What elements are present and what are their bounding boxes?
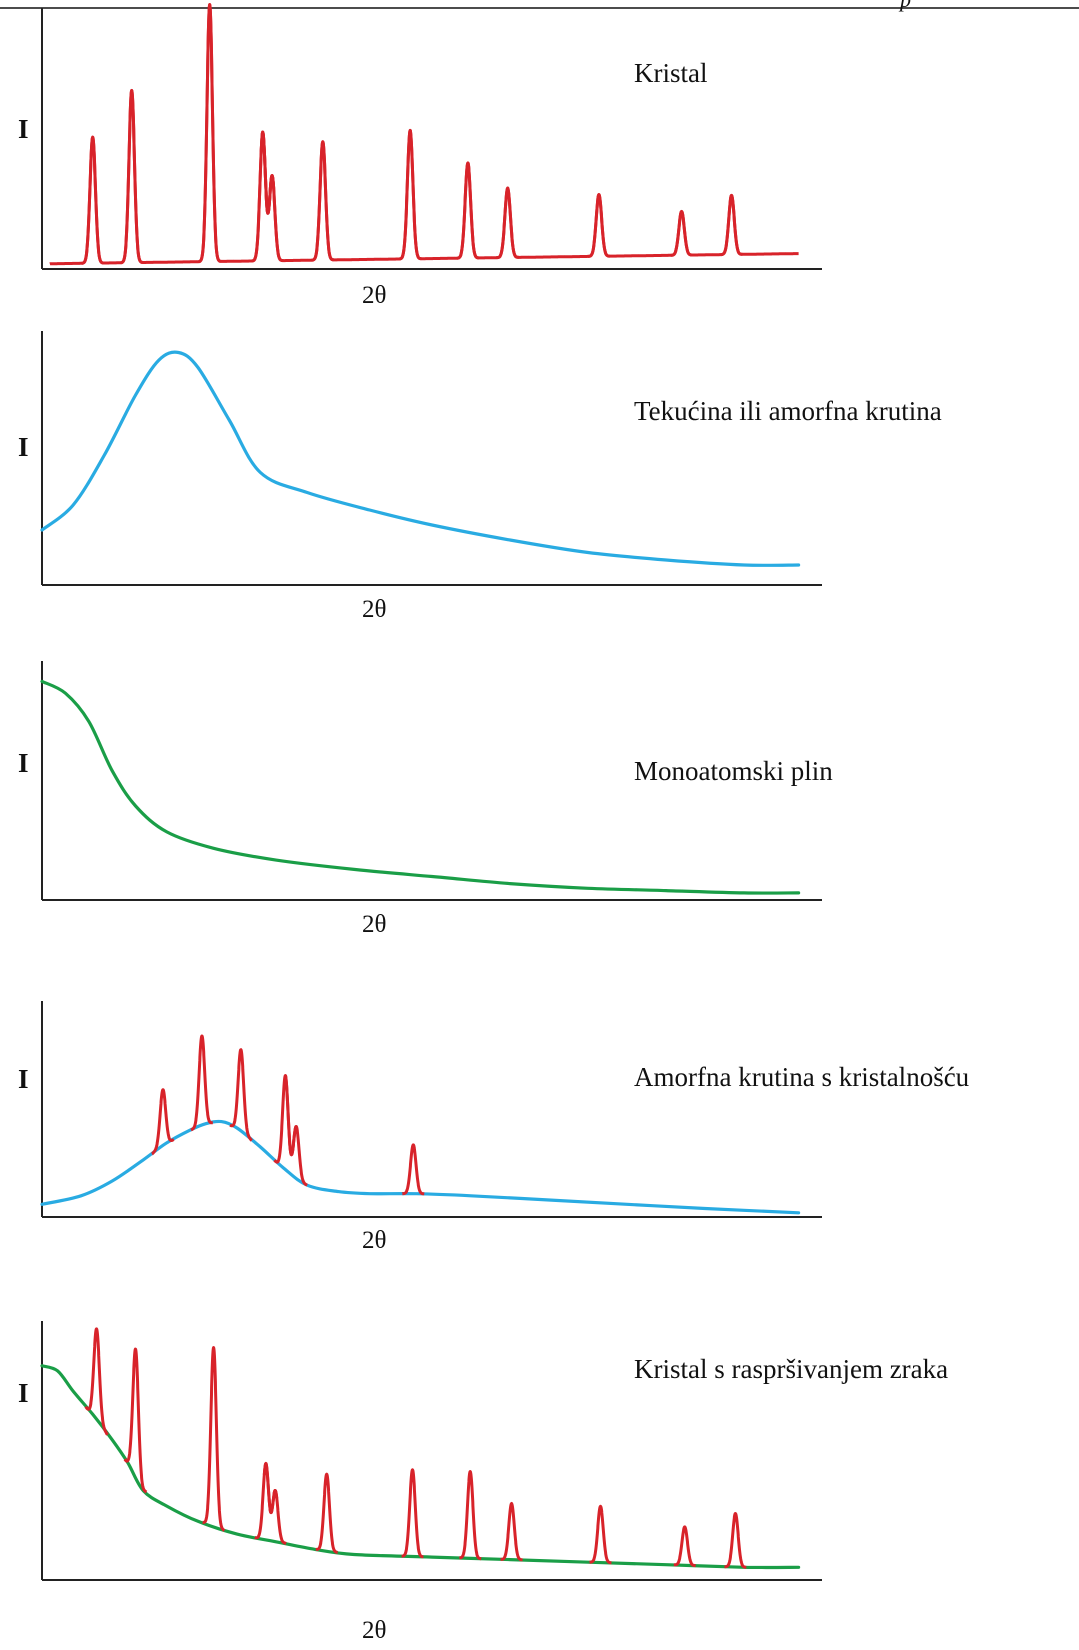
peak-6 — [397, 128, 423, 261]
peak-0 — [84, 1327, 109, 1436]
series-pattern-0 — [48, 3, 800, 266]
panel-tekucina: I 2θ Tekućina ili amorfna krutina — [0, 330, 1079, 660]
peak-6 — [400, 1468, 425, 1559]
chart-title: Tekućina ili amorfna krutina — [634, 396, 942, 426]
peak-2 — [197, 3, 222, 264]
peak-1 — [189, 1034, 215, 1132]
panel-kristal: I 2θ Kristal — [0, 0, 1079, 330]
x-axis-label: 2θ — [362, 1227, 386, 1254]
y-axis-label: I — [18, 1378, 29, 1408]
chart-title: Monoatomski plin — [634, 756, 833, 786]
y-axis-label: I — [18, 432, 29, 462]
chart-marks — [40, 1327, 801, 1570]
peak-2 — [201, 1346, 226, 1532]
peak-5 — [314, 1472, 339, 1554]
series-curve-0 — [40, 1119, 801, 1215]
peak-7 — [458, 1470, 483, 1561]
chart-marks — [48, 3, 800, 266]
peak-9 — [586, 193, 612, 258]
panel-kristal-zraka: I 2θ Kristal s raspršivanjem zraka — [0, 1320, 1079, 1650]
peak-4 — [259, 130, 285, 263]
peak-8 — [495, 186, 520, 260]
chart-axes — [41, 1001, 822, 1218]
peak-5 — [401, 1143, 426, 1196]
peak-0 — [150, 1088, 176, 1156]
chart-axes — [41, 661, 822, 901]
chart-title: Amorfna krutina s kristalnošću — [634, 1062, 970, 1092]
y-axis-label: I — [18, 748, 29, 778]
peak-5 — [310, 140, 335, 262]
panel-monoatomski-plin: I 2θ Monoatomski plin — [0, 660, 1079, 990]
y-axis-label: I — [18, 114, 29, 144]
y-axis-label: I — [18, 1064, 29, 1094]
peak-9 — [588, 1504, 613, 1565]
peak-4 — [284, 1074, 309, 1187]
chart-axes — [41, 8, 822, 270]
peak-2 — [228, 1048, 254, 1142]
peak-8 — [499, 1502, 524, 1562]
peak-1 — [123, 1347, 148, 1494]
chart-title: Kristal — [634, 58, 708, 88]
peak-10 — [672, 1525, 697, 1568]
peak-11 — [723, 1512, 748, 1569]
series-curve-0 — [40, 679, 801, 895]
page-header-rule: p — [0, 0, 1079, 12]
chart-axes — [41, 331, 822, 586]
peak-0 — [80, 135, 105, 265]
x-axis-label: 2θ — [362, 596, 386, 623]
chart-marks — [40, 1034, 801, 1215]
x-axis-label: 2θ — [362, 1617, 386, 1644]
page-header-fragment-glyph: p — [898, 0, 911, 12]
series-curve-0 — [40, 1364, 801, 1570]
chart-axes — [41, 1321, 822, 1581]
peak-10 — [669, 210, 694, 257]
peak-4 — [262, 1462, 288, 1545]
chart-marks — [40, 350, 801, 567]
series-curve-0 — [40, 350, 801, 567]
panel-amorfna-krutina: I 2θ Amorfna krutina s kristalnošću — [0, 990, 1079, 1320]
x-axis-label: 2θ — [362, 911, 386, 938]
peak-7 — [455, 161, 481, 260]
chart-marks — [40, 679, 801, 895]
peak-11 — [719, 193, 744, 257]
peak-1 — [119, 89, 144, 265]
chart-title: Kristal s raspršivanjem zraka — [634, 1354, 948, 1384]
x-axis-label: 2θ — [362, 282, 386, 309]
